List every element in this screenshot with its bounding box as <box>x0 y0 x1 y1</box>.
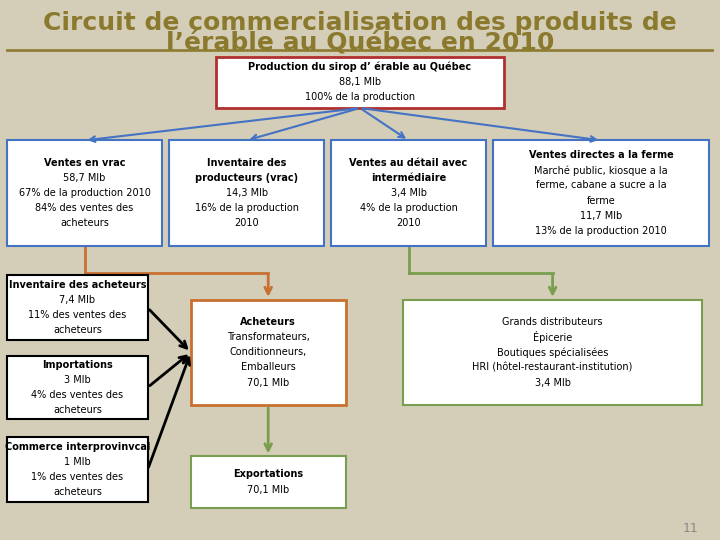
FancyBboxPatch shape <box>7 356 148 418</box>
FancyBboxPatch shape <box>493 140 709 246</box>
FancyBboxPatch shape <box>7 140 162 246</box>
Text: 67% de la production 2010: 67% de la production 2010 <box>19 188 150 198</box>
Text: 3,4 Mlb: 3,4 Mlb <box>391 188 426 198</box>
Text: 100% de la production: 100% de la production <box>305 92 415 103</box>
Text: acheteurs: acheteurs <box>53 405 102 415</box>
FancyBboxPatch shape <box>7 275 148 340</box>
Text: 2010: 2010 <box>234 218 259 228</box>
Text: 14,3 Mlb: 14,3 Mlb <box>225 188 268 198</box>
Text: Ventes en vrac: Ventes en vrac <box>44 158 125 168</box>
Text: 11: 11 <box>683 522 698 535</box>
Text: producteurs (vrac): producteurs (vrac) <box>195 173 298 183</box>
FancyBboxPatch shape <box>169 140 324 246</box>
FancyBboxPatch shape <box>331 140 486 246</box>
Text: Ventes directes a la ferme: Ventes directes a la ferme <box>528 150 674 160</box>
Text: acheteurs: acheteurs <box>60 218 109 228</box>
Text: 1 Mlb: 1 Mlb <box>64 457 91 467</box>
FancyBboxPatch shape <box>191 456 346 508</box>
Text: 11,7 Mlb: 11,7 Mlb <box>580 211 622 221</box>
Text: 16% de la production: 16% de la production <box>194 203 299 213</box>
Text: Importations: Importations <box>42 360 113 370</box>
Text: Inventaire des acheteurs: Inventaire des acheteurs <box>9 280 146 290</box>
Text: 7,4 Mlb: 7,4 Mlb <box>59 295 96 305</box>
Text: Boutiques spécialisées: Boutiques spécialisées <box>497 347 608 357</box>
Text: 13% de la production 2010: 13% de la production 2010 <box>536 226 667 236</box>
FancyBboxPatch shape <box>7 437 148 502</box>
Text: ferme, cabane a sucre a la: ferme, cabane a sucre a la <box>536 180 667 191</box>
Text: HRI (hôtel-restaurant-institution): HRI (hôtel-restaurant-institution) <box>472 362 633 373</box>
Text: Acheteurs: Acheteurs <box>240 317 296 327</box>
FancyBboxPatch shape <box>191 300 346 405</box>
Text: Épicerie: Épicerie <box>533 331 572 343</box>
Text: Transformateurs,: Transformateurs, <box>227 332 310 342</box>
Text: Marché public, kiosque a la: Marché public, kiosque a la <box>534 165 668 176</box>
Text: 70,1 Mlb: 70,1 Mlb <box>247 484 289 495</box>
Text: 70,1 Mlb: 70,1 Mlb <box>247 377 289 388</box>
Text: Commerce interprovinvcal: Commerce interprovinvcal <box>5 442 150 452</box>
Text: intermédiaire: intermédiaire <box>371 173 446 183</box>
Text: Grands distributeurs: Grands distributeurs <box>503 317 603 327</box>
Text: Ventes au détail avec: Ventes au détail avec <box>349 158 468 168</box>
Text: 3,4 Mlb: 3,4 Mlb <box>534 377 571 388</box>
Text: Production du sirop d’ érable au Québec: Production du sirop d’ érable au Québec <box>248 62 472 72</box>
Text: 4% des ventes des: 4% des ventes des <box>32 390 123 400</box>
Text: 4% de la production: 4% de la production <box>360 203 457 213</box>
Text: Inventaire des: Inventaire des <box>207 158 287 168</box>
Text: Conditionneurs,: Conditionneurs, <box>230 347 307 357</box>
Text: Exportations: Exportations <box>233 469 303 480</box>
Text: 88,1 Mlb: 88,1 Mlb <box>339 77 381 87</box>
Text: 84% des ventes des: 84% des ventes des <box>35 203 134 213</box>
Text: 58,7 Mlb: 58,7 Mlb <box>63 173 106 183</box>
Text: 11% des ventes des: 11% des ventes des <box>28 310 127 320</box>
Text: acheteurs: acheteurs <box>53 326 102 335</box>
Text: ferme: ferme <box>587 195 616 206</box>
Text: l’érable au Québec en 2010: l’érable au Québec en 2010 <box>166 31 554 55</box>
Text: acheteurs: acheteurs <box>53 488 102 497</box>
Text: 3 Mlb: 3 Mlb <box>64 375 91 385</box>
FancyBboxPatch shape <box>403 300 702 405</box>
Text: 2010: 2010 <box>396 218 421 228</box>
Text: Circuit de commercialisation des produits de: Circuit de commercialisation des produit… <box>43 11 677 35</box>
Text: 1% des ventes des: 1% des ventes des <box>32 472 123 482</box>
FancyBboxPatch shape <box>216 57 504 108</box>
Text: Emballeurs: Emballeurs <box>240 362 296 373</box>
